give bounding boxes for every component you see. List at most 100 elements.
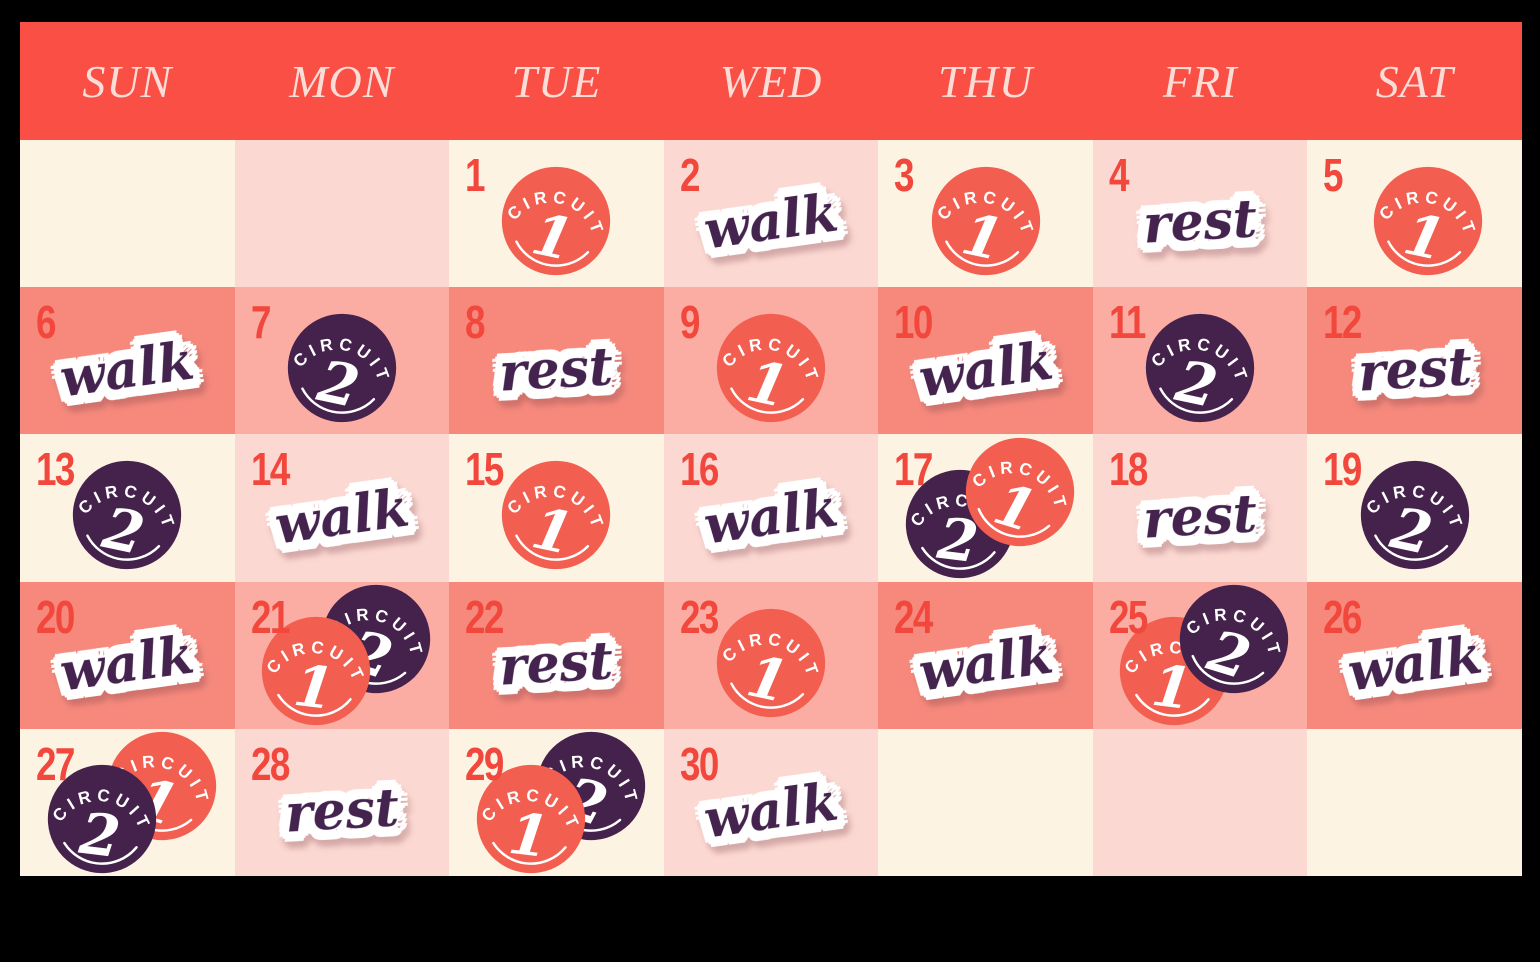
cell-activities: CIRCUIT 1 [449, 140, 664, 287]
calendar-cell-day-22: 22 rest [449, 581, 664, 729]
calendar-cell-day-24: 24 walk [878, 581, 1093, 729]
date-number: 23 [679, 590, 719, 643]
calendar-cell-day-28: 28 rest [234, 728, 450, 876]
walk-sticker: walk [700, 771, 842, 851]
calendar-cell-day-25: 25 CIRCUIT 1 CIRCUIT 2 [1092, 581, 1308, 729]
circuit-1-badge: CIRCUIT 1 [489, 153, 624, 288]
rest-sticker: rest [498, 336, 615, 404]
walk-sticker: walk [700, 477, 842, 557]
date-number: 2 [679, 149, 700, 201]
date-number: 8 [465, 296, 485, 349]
circuit-1-badge: CIRCUIT 1 [918, 153, 1053, 288]
rest-sticker: rest [283, 777, 401, 845]
date-number: 18 [1108, 443, 1148, 496]
date-number: 4 [1108, 149, 1129, 201]
calendar-cell-day-16: 16 walk [663, 434, 879, 582]
circuit-2-badge: CIRCUIT 2 [1163, 568, 1305, 710]
circuit-1-badge: CIRCUIT 1 [1360, 153, 1495, 288]
calendar-cell-day-23: 23 CIRCUIT 1 [663, 581, 879, 730]
date-number: 5 [1323, 149, 1343, 201]
calendar-cell-empty [878, 728, 1093, 876]
date-number: 17 [894, 443, 933, 496]
rest-sticker: rest [1141, 188, 1259, 256]
weekday-sun: SUN [82, 55, 173, 107]
calendar-cell-day-17: 17 CIRCUIT 2 CIRCUIT 1 [878, 434, 1093, 582]
circuit-2-badge: CIRCUIT 2 [1347, 448, 1482, 583]
calendar-cell-day-11: 11 CIRCUIT 2 [1092, 287, 1308, 435]
calendar-cell-day-8: 8 rest [449, 287, 664, 435]
cell-activities: CIRCUIT 2 CIRCUIT 1 [878, 434, 1093, 581]
circuit-2-badge: CIRCUIT 2 [274, 301, 409, 436]
walk-sticker: walk [56, 330, 198, 410]
circuit-2-badge: CIRCUIT 2 [60, 448, 195, 583]
weekday-fri: FRI [1162, 55, 1238, 107]
walk-sticker: walk [1343, 624, 1486, 704]
rest-sticker: rest [498, 630, 615, 698]
svg-text:1: 1 [505, 799, 553, 870]
calendar-cell-day-18: 18 rest [1092, 434, 1308, 582]
date-number: 25 [1108, 590, 1148, 643]
walk-sticker: walk [271, 477, 413, 557]
date-number: 13 [36, 443, 75, 496]
svg-text:2: 2 [75, 799, 124, 870]
date-number: 15 [465, 443, 504, 496]
date-number: 22 [465, 590, 504, 643]
circuit-1-badge: CIRCUIT 1 [703, 595, 838, 730]
calendar-cell-day-13: 13 CIRCUIT 2 [20, 434, 235, 582]
date-number: 3 [894, 149, 914, 201]
weekday-sat: SAT [1375, 55, 1454, 107]
calendar-cell-day-19: 19 CIRCUIT 2 [1307, 434, 1522, 582]
weekday-tue: TUE [511, 55, 602, 107]
circuit-1-badge: CIRCUIT 1 [703, 301, 838, 436]
cell-activities: CIRCUIT 1 [664, 287, 879, 434]
calendar-cell-day-9: 9 CIRCUIT 1 [663, 287, 879, 435]
calendar-cell-day-14: 14 walk [234, 434, 450, 582]
calendar-cell-day-29: 29 CIRCUIT 2 CIRCUIT 1 [449, 728, 664, 876]
date-number: 7 [250, 296, 271, 349]
weekday-header: SUN MON TUE WED THU FRI SAT [20, 22, 1522, 140]
weekday-thu: THU [938, 55, 1034, 107]
date-number: 27 [36, 737, 75, 790]
walk-sticker: walk [914, 624, 1057, 704]
date-number: 30 [679, 737, 719, 790]
calendar-grid: 1 CIRCUIT 1 2 walk 3 CIRCUIT 1 4 rest 5 CIRCUIT 1 6 wa… [20, 140, 1522, 876]
calendar-cell-day-5: 5 CIRCUIT 1 [1307, 140, 1522, 288]
cell-activities: CIRCUIT 1 [449, 434, 664, 581]
circuit-2-badge: CIRCUIT 2 [1133, 301, 1268, 436]
calendar-cell-day-3: 3 CIRCUIT 1 [878, 140, 1093, 288]
calendar-cell-day-27: 27 CIRCUIT 1 CIRCUIT 2 [20, 728, 235, 876]
circuit-1-badge: CIRCUIT 1 [253, 608, 380, 735]
workout-calendar: SUN MON TUE WED THU FRI SAT 1 CIRCUIT 1 2 wa… [20, 22, 1522, 876]
calendar-cell-day-10: 10 walk [878, 287, 1093, 435]
date-number: 14 [250, 443, 290, 496]
svg-text:1: 1 [290, 652, 338, 723]
cell-activities: CIRCUIT 1 CIRCUIT 2 [1093, 582, 1308, 729]
cell-activities: CIRCUIT 2 [20, 434, 235, 581]
calendar-cell-day-6: 6 walk [20, 287, 235, 435]
date-number: 12 [1323, 296, 1362, 349]
circuit-1-badge: CIRCUIT 1 [949, 421, 1091, 563]
cell-activities: CIRCUIT 2 CIRCUIT 1 [235, 582, 450, 729]
rest-sticker: rest [1141, 483, 1259, 551]
cell-activities: CIRCUIT 2 [1307, 434, 1522, 581]
calendar-cell-day-26: 26 walk [1307, 581, 1522, 729]
calendar-cell-day-12: 12 rest [1307, 287, 1522, 435]
calendar-cell-empty [1307, 728, 1522, 876]
cell-activities: CIRCUIT 1 [1307, 140, 1522, 287]
calendar-cell-day-4: 4 rest [1092, 140, 1308, 288]
cell-activities: CIRCUIT 2 [235, 287, 450, 434]
cell-activities: CIRCUIT 2 [1093, 287, 1308, 434]
calendar-cell-day-30: 30 walk [663, 728, 879, 876]
date-number: 9 [679, 296, 700, 349]
circuit-2-badge: CIRCUIT 2 [38, 755, 165, 876]
walk-sticker: walk [700, 182, 842, 262]
calendar-cell-empty [1092, 728, 1308, 876]
cell-activities: CIRCUIT 1 [878, 140, 1093, 287]
weekday-mon: MON [289, 55, 395, 107]
calendar-cell-day-7: 7 CIRCUIT 2 [234, 287, 450, 435]
date-number: 6 [36, 296, 56, 349]
date-number: 19 [1323, 443, 1362, 496]
date-number: 10 [894, 296, 933, 349]
cell-activities: CIRCUIT 1 CIRCUIT 2 [20, 729, 235, 876]
